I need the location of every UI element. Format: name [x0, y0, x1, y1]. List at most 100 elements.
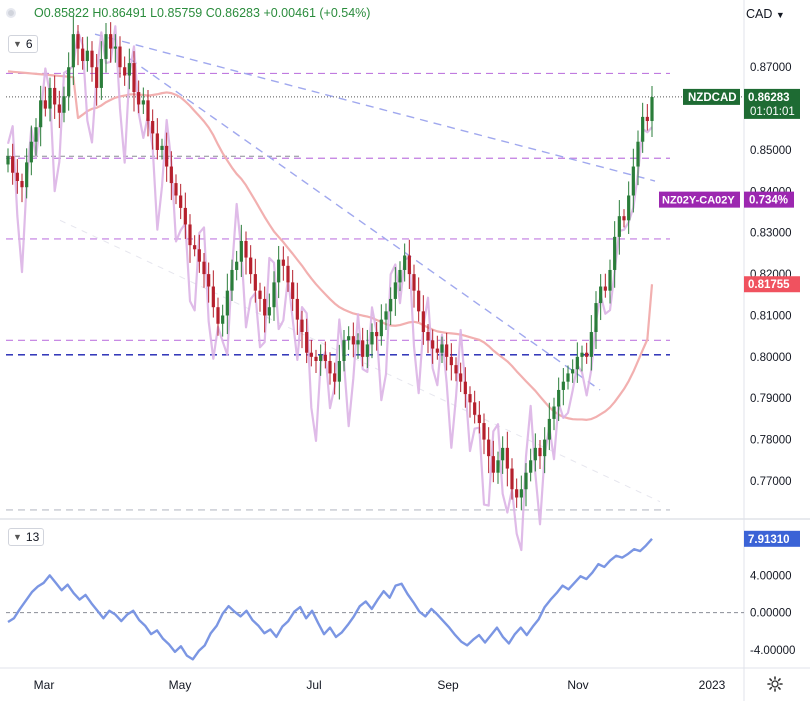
candle-body: [305, 332, 309, 353]
candle-body: [552, 406, 556, 419]
candle-body: [375, 332, 379, 337]
candle-body: [459, 373, 463, 382]
candle-body: [53, 87, 57, 105]
candle-body: [603, 286, 607, 291]
currency-selector[interactable]: CAD ▼: [746, 7, 785, 21]
candle-body: [99, 58, 103, 88]
candle-body: [543, 439, 547, 457]
candle-body: [267, 307, 271, 316]
candle-body: [585, 352, 589, 357]
candle-body: [109, 34, 113, 49]
oscillator-tick-label: 4.00000: [750, 570, 792, 582]
symbol-label: NZDCAD: [688, 92, 737, 104]
candle-body: [575, 356, 579, 370]
candle-body: [403, 255, 407, 270]
candle-body: [67, 67, 71, 97]
candle-body: [398, 269, 402, 283]
candle-body: [104, 34, 108, 59]
oscillator-pane: 4.00000 0.00000 -4.00000 7.91310: [6, 530, 800, 661]
candle-body: [11, 156, 15, 173]
candle-body: [39, 100, 43, 128]
candle-body: [249, 257, 253, 275]
candle-body: [169, 166, 173, 184]
candle-body: [71, 34, 75, 68]
indicator-pill-main[interactable]: ▼ 6: [8, 35, 38, 53]
spread-name-bg: [659, 191, 740, 208]
time-tick-label: Jul: [306, 678, 321, 692]
candle-body: [221, 315, 225, 324]
candle-body: [337, 360, 341, 382]
candle-body: [529, 460, 533, 473]
price-tick-label: 0.87000: [750, 62, 792, 74]
time-axis: Mar May Jul Sep Nov 2023: [34, 678, 726, 692]
candle-body: [85, 50, 89, 62]
candle-body: [347, 336, 351, 341]
candle-body: [295, 298, 299, 320]
candle-body: [538, 447, 542, 457]
candle-body: [473, 402, 477, 415]
candle-body: [216, 307, 220, 324]
candle-body: [146, 100, 150, 122]
candle-body: [515, 489, 519, 498]
spread-path: [6, 25, 653, 552]
moving-average-path: [7, 70, 654, 421]
ma-value-label: 0.81755: [748, 279, 790, 291]
candle-body: [235, 261, 239, 270]
ma-value-bg: [744, 276, 800, 293]
price-tick-label: 0.83000: [750, 228, 792, 240]
time-tick-label: 2023: [699, 678, 726, 692]
price-tick-label: 0.80000: [750, 352, 792, 364]
oscillator-tick-label: -4.00000: [750, 645, 795, 657]
oscillator-value-bg: [744, 530, 800, 547]
candle-body: [617, 216, 621, 237]
candle-body: [333, 373, 337, 382]
candle-body: [25, 162, 29, 188]
indicator-pill-lower[interactable]: ▼ 13: [8, 528, 45, 546]
candle-body: [417, 290, 421, 312]
ohlc-open: O0.85822: [34, 6, 89, 20]
candle-body: [20, 181, 24, 188]
candle-body: [645, 116, 649, 122]
descending-trendline-upper: [94, 33, 656, 182]
candle-body: [323, 354, 327, 361]
candle-body: [277, 259, 281, 283]
yield-spread-line: [6, 25, 653, 552]
candle-body: [501, 447, 505, 461]
candle-body: [477, 414, 481, 424]
candle-body: [95, 67, 99, 88]
candle-body: [113, 46, 117, 49]
candle-body: [631, 166, 635, 196]
oscillator-path: [7, 538, 653, 661]
candle-body: [286, 265, 290, 283]
candle-body: [351, 336, 355, 345]
candle-body: [547, 418, 551, 440]
time-tick-label: Mar: [34, 678, 55, 692]
candle-body: [202, 261, 206, 275]
candle-body: [197, 249, 201, 262]
candle-body: [361, 340, 365, 357]
candle-body: [281, 259, 285, 266]
indicator-count: 13: [25, 530, 40, 544]
candle-body: [239, 241, 243, 262]
candle-body: [225, 290, 229, 316]
candle-body: [118, 46, 122, 68]
candle-body: [650, 97, 654, 122]
candle-body: [141, 100, 145, 105]
candle-body: [34, 127, 38, 142]
horizontal-levels: [6, 72, 744, 511]
candle-body: [566, 373, 570, 382]
candle-body: [188, 224, 192, 246]
candle-body: [291, 282, 295, 299]
candle-body: [230, 269, 234, 291]
candle-body: [183, 207, 187, 225]
candle-body: [123, 67, 127, 76]
candle-body: [356, 340, 360, 345]
candle-body: [421, 311, 425, 333]
candle-body: [342, 340, 346, 361]
candle-body: [431, 340, 435, 349]
candle-body: [272, 282, 276, 308]
candle-body: [48, 87, 52, 109]
gear-icon[interactable]: [767, 676, 783, 692]
